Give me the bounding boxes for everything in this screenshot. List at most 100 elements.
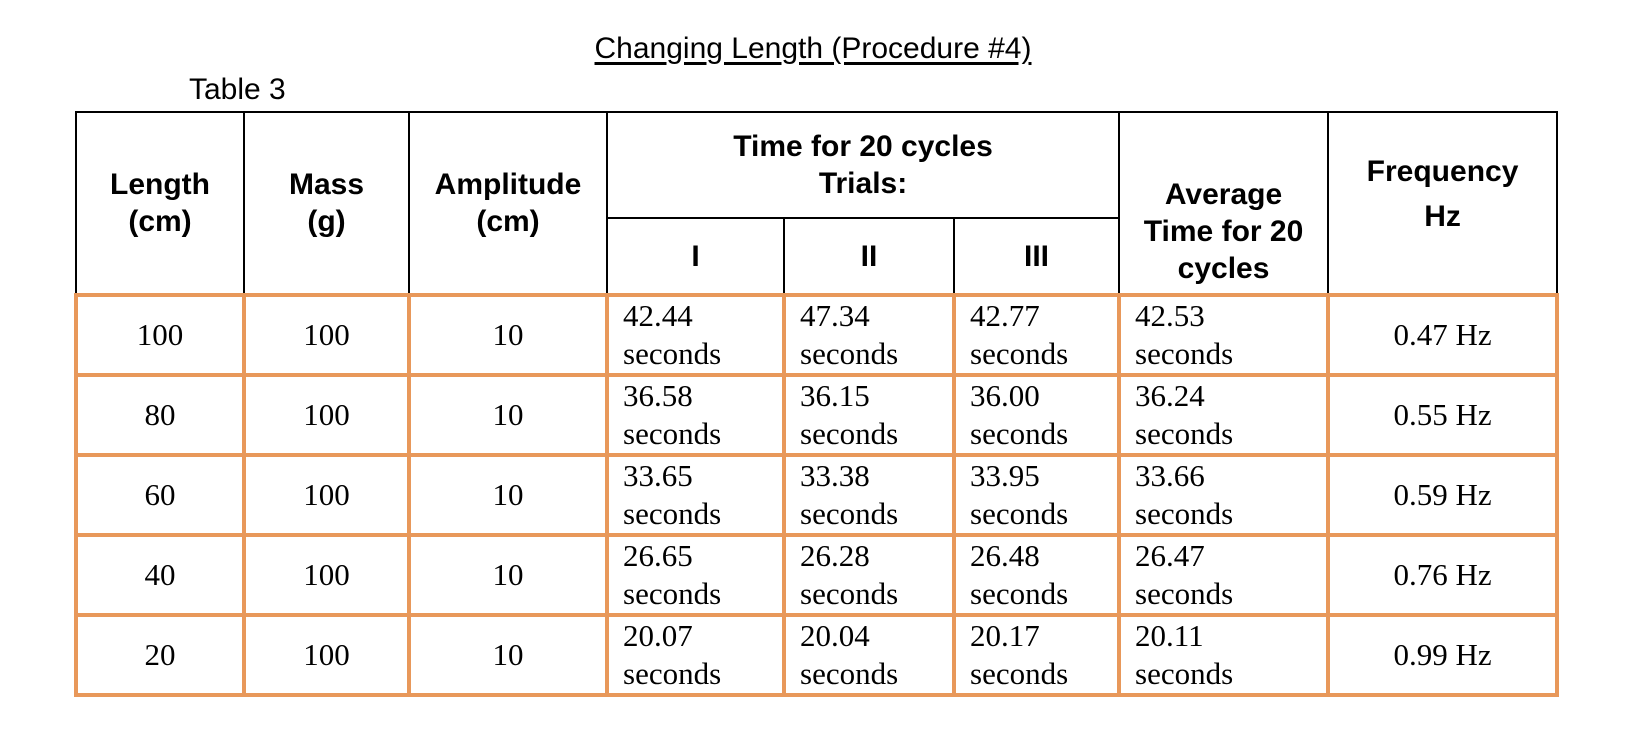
header-average-line1: Average: [1164, 178, 1283, 211]
header-trials-sub: Trials:: [818, 167, 908, 200]
time-unit: seconds: [623, 656, 722, 691]
trial-2-cell: 26.28 seconds: [782, 533, 956, 617]
time-value: 36.15: [800, 378, 870, 413]
time-unit: seconds: [623, 336, 722, 371]
time-unit: seconds: [800, 336, 899, 371]
time-unit: seconds: [1135, 656, 1234, 691]
trial-2-cell: 33.38 seconds: [782, 453, 956, 537]
table-label: Table 3: [189, 73, 286, 106]
time-value: 47.34: [800, 298, 870, 333]
trial-2-cell: 36.15 seconds: [782, 373, 956, 457]
amplitude-cell: 10: [407, 453, 609, 537]
average-cell: 42.53 seconds: [1117, 293, 1331, 377]
time-unit: seconds: [1135, 416, 1234, 451]
time-value: 20.07: [623, 618, 693, 653]
trial-1-cell: 20.07 seconds: [605, 613, 786, 697]
average-cell: 20.11 seconds: [1117, 613, 1331, 697]
header-trials: Time for 20 cycles Trials:: [605, 111, 1121, 219]
header-amplitude-line: Amplitude: [434, 168, 582, 201]
header-average: Average Time for 20 cycles: [1118, 111, 1330, 296]
trial-1-cell: 36.58 seconds: [605, 373, 786, 457]
header-frequency-line: Frequency: [1366, 155, 1519, 188]
time-unit: seconds: [970, 416, 1069, 451]
mass-cell: 100: [242, 293, 411, 377]
time-unit: seconds: [800, 496, 899, 531]
table-row: 60 100 10 33.65 seconds 33.38 seconds 33.9…: [74, 453, 1560, 537]
time-value: 42.44: [623, 298, 693, 333]
trial-1-cell: 42.44 seconds: [605, 293, 786, 377]
time-unit: seconds: [623, 416, 722, 451]
time-value: 42.77: [970, 298, 1040, 333]
mass-cell: 100: [242, 453, 411, 537]
trial-1-cell: 26.65 seconds: [605, 533, 786, 617]
header-frequency: Frequency Hz: [1327, 111, 1559, 296]
frequency-cell: 0.99 Hz: [1326, 613, 1560, 697]
time-unit: seconds: [970, 496, 1069, 531]
header-amplitude: Amplitude (cm): [408, 111, 608, 296]
length-cell: 80: [74, 373, 246, 457]
table-row: 40 100 10 26.65 seconds 26.28 seconds 26.4…: [74, 533, 1560, 617]
trial-3-cell: 20.17 seconds: [951, 613, 1122, 697]
header-frequency-unit: Hz: [1424, 200, 1461, 233]
trial-3-cell: 26.48 seconds: [951, 533, 1122, 617]
average-cell: 26.47 seconds: [1117, 533, 1331, 617]
table-row: 20 100 10 20.07 seconds 20.04 seconds 20.1…: [74, 613, 1560, 697]
time-unit: seconds: [1135, 336, 1234, 371]
frequency-cell: 0.76 Hz: [1326, 533, 1560, 617]
header-length-line: Length: [110, 168, 210, 201]
header-trials-line: Time for 20 cycles: [733, 130, 993, 163]
time-value: 33.38: [800, 458, 870, 493]
trial-1-cell: 33.65 seconds: [605, 453, 786, 537]
time-unit: seconds: [1135, 576, 1234, 611]
amplitude-cell: 10: [407, 293, 609, 377]
average-cell: 33.66 seconds: [1117, 453, 1331, 537]
time-unit: seconds: [800, 656, 899, 691]
trial-3-cell: 42.77 seconds: [951, 293, 1122, 377]
frequency-cell: 0.59 Hz: [1326, 453, 1560, 537]
mass-cell: 100: [242, 373, 411, 457]
time-unit: seconds: [970, 576, 1069, 611]
time-value: 26.47: [1135, 538, 1205, 573]
time-value: 33.65: [623, 458, 693, 493]
time-value: 36.58: [623, 378, 693, 413]
amplitude-cell: 10: [407, 373, 609, 457]
length-cell: 60: [74, 453, 246, 537]
time-unit: seconds: [800, 576, 899, 611]
length-cell: 20: [74, 613, 246, 697]
header-average-line3: cycles: [1177, 252, 1270, 285]
trial-2-cell: 47.34 seconds: [782, 293, 956, 377]
document-title: Changing Length (Procedure #4): [594, 32, 1032, 65]
time-value: 20.11: [1135, 618, 1204, 653]
time-value: 33.95: [970, 458, 1040, 493]
trial-3-cell: 36.00 seconds: [951, 373, 1122, 457]
length-cell: 40: [74, 533, 246, 617]
time-unit: seconds: [623, 576, 722, 611]
header-amplitude-unit: (cm): [476, 205, 540, 238]
amplitude-cell: 10: [407, 533, 609, 617]
frequency-cell: 0.55 Hz: [1326, 373, 1560, 457]
header-trial-2: II: [783, 217, 955, 296]
time-value: 20.04: [800, 618, 870, 653]
mass-cell: 100: [242, 533, 411, 617]
length-cell: 100: [74, 293, 246, 377]
trial-2-cell: 20.04 seconds: [782, 613, 956, 697]
time-value: 26.28: [800, 538, 870, 573]
time-value: 36.00: [970, 378, 1040, 413]
header-mass-unit: (g): [307, 205, 346, 238]
mass-cell: 100: [242, 613, 411, 697]
time-value: 26.65: [623, 538, 693, 573]
amplitude-cell: 10: [407, 613, 609, 697]
time-unit: seconds: [970, 656, 1069, 691]
header-average-line2: Time for 20: [1143, 215, 1304, 248]
time-value: 26.48: [970, 538, 1040, 573]
header-trial-1: I: [606, 217, 785, 296]
time-unit: seconds: [623, 496, 722, 531]
time-value: 33.66: [1135, 458, 1205, 493]
header-length: Length (cm): [75, 111, 245, 296]
time-value: 20.17: [970, 618, 1040, 653]
time-unit: seconds: [970, 336, 1069, 371]
header-trial-3: III: [952, 217, 1121, 296]
data-table: Length (cm) Mass (g) Amplitude (cm) Time…: [74, 111, 1560, 697]
time-unit: seconds: [800, 416, 899, 451]
time-value: 42.53: [1135, 298, 1205, 333]
